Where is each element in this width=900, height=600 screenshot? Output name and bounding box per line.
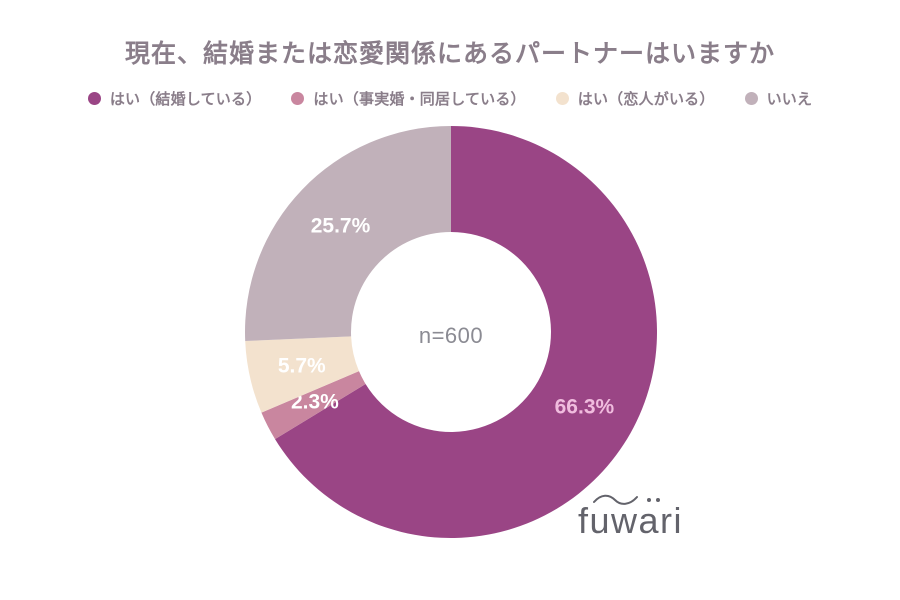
legend-label: はい（事実婚・同居している）: [313, 91, 526, 108]
donut-slice-2: [245, 336, 359, 413]
legend-item-dating: はい（恋人がいる）: [555, 88, 715, 109]
slice-label-3: 25.7%: [311, 215, 371, 238]
legend-item-married: はい（結婚している）: [87, 88, 262, 109]
slice-label-2: 5.7%: [278, 354, 326, 377]
legend-label: はい（結婚している）: [109, 91, 262, 108]
legend-item-common-law: はい（事実婚・同居している）: [291, 88, 526, 109]
legend-label: はい（恋人がいる）: [577, 91, 715, 108]
logo-text: fuwari: [578, 500, 684, 541]
slice-label-1: 2.3%: [291, 390, 339, 413]
donut-chart: 66.3% 2.3% 5.7% 25.7%: [245, 126, 657, 538]
legend-swatch-icon: [87, 92, 101, 105]
legend-label: いいえ: [766, 91, 813, 108]
donut-slice-0: [275, 126, 657, 538]
legend-item-no: いいえ: [744, 88, 813, 109]
donut-slice-1: [261, 371, 366, 440]
chart-legend: はい（結婚している） はい（事実婚・同居している） はい（恋人がいる） いいえ: [0, 88, 900, 109]
logo-wave-icon: [593, 494, 660, 505]
legend-swatch-icon: [555, 92, 569, 105]
brand-logo: fuwari: [578, 492, 728, 539]
slice-label-0: 66.3%: [555, 396, 615, 419]
legend-swatch-icon: [291, 92, 305, 105]
sample-size-label: n=600: [418, 323, 484, 348]
legend-swatch-icon: [744, 92, 758, 105]
donut-slice-3: [245, 126, 451, 342]
chart-title: 現在、結婚または恋愛関係にあるパートナーはいますか: [124, 40, 775, 68]
